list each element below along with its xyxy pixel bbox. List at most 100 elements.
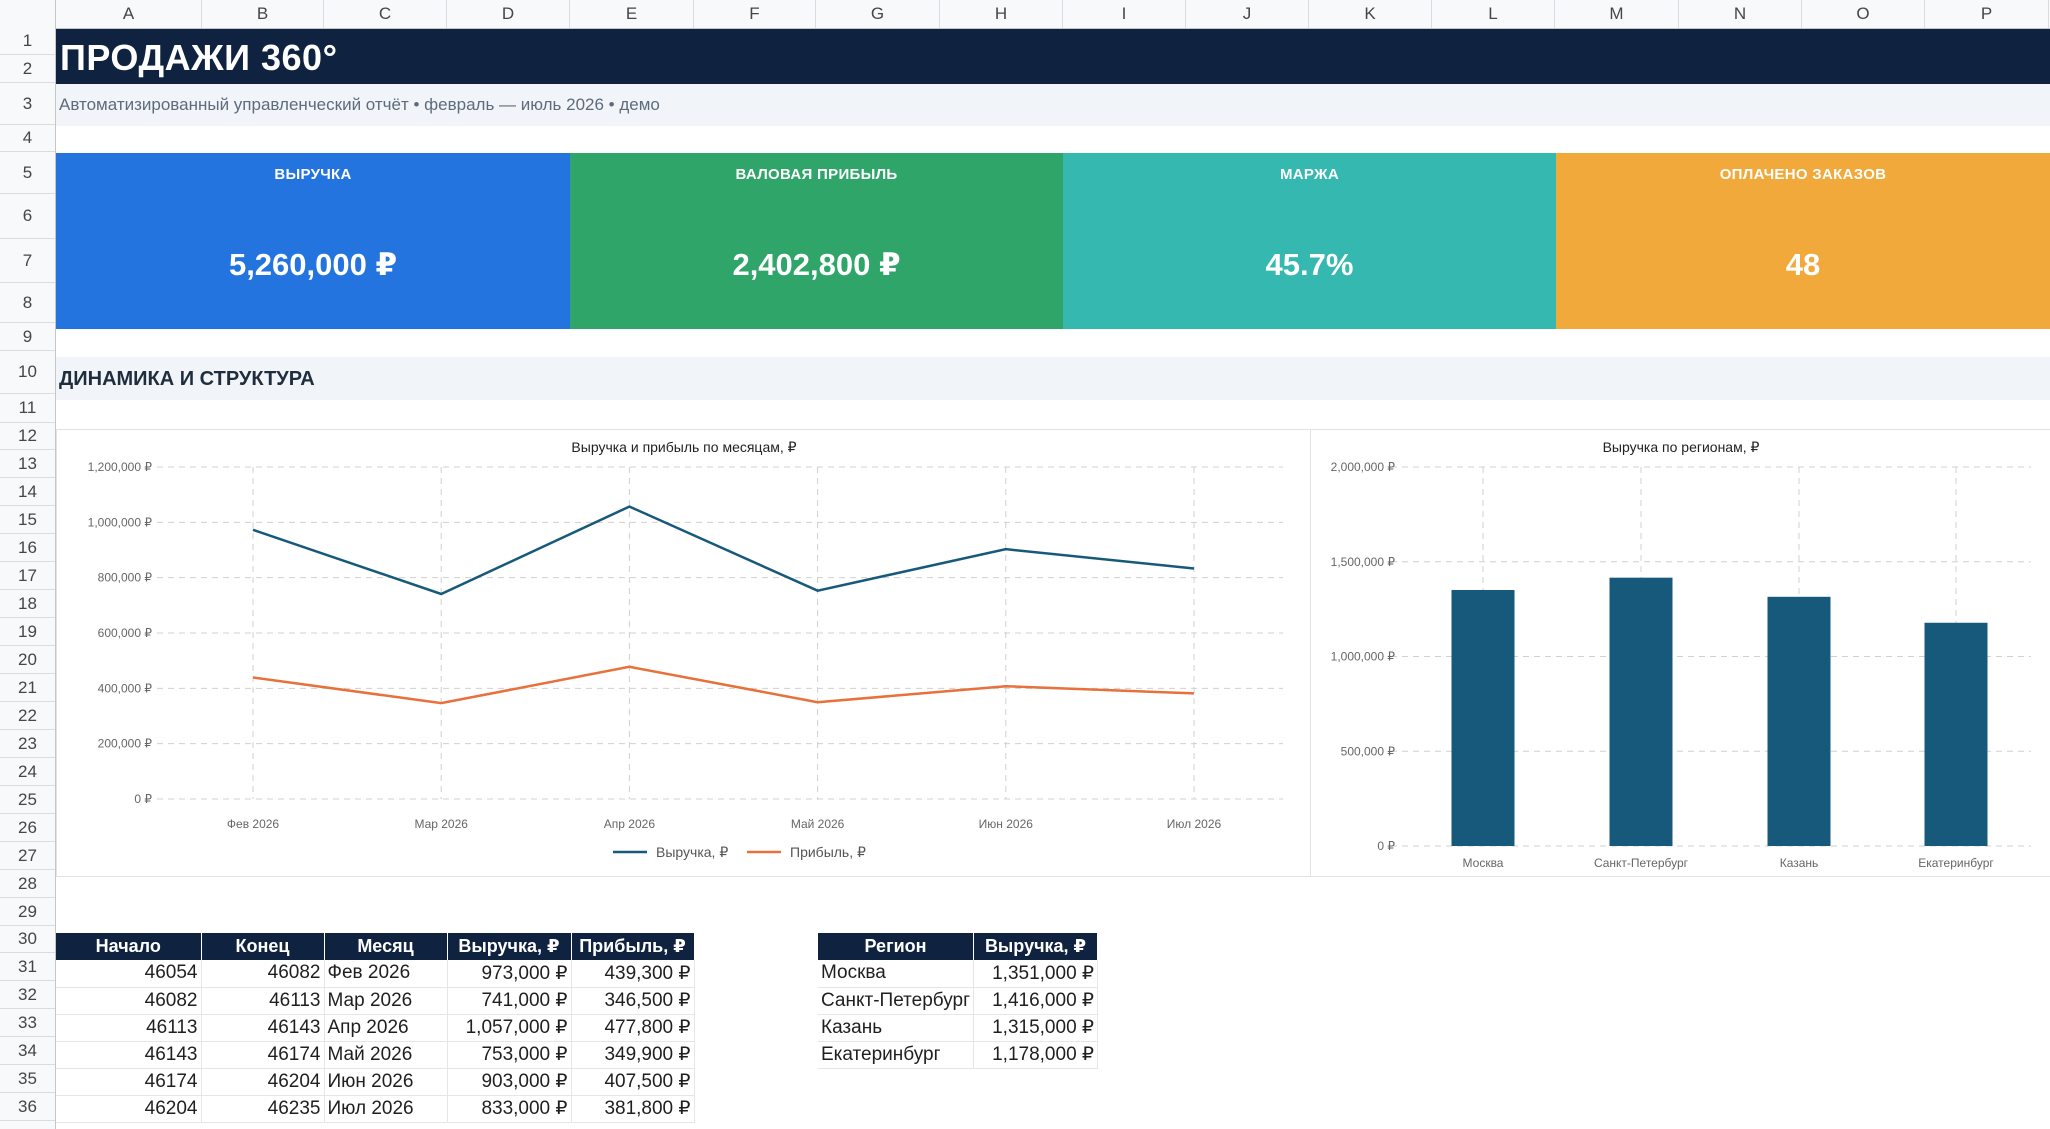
column-header-o[interactable]: O [1802,0,1925,28]
table-cell[interactable]: 46082 [56,987,202,1015]
column-header-l[interactable]: L [1432,0,1555,28]
row-header-2[interactable]: 2 [0,55,55,83]
table-cell[interactable]: 46204 [56,1095,202,1123]
table-cell[interactable]: 46143 [56,1041,202,1069]
row-header-14[interactable]: 14 [0,478,55,506]
table-cell[interactable]: 46235 [201,1095,325,1123]
row-header-15[interactable]: 15 [0,506,55,534]
column-header-n[interactable]: N [1679,0,1802,28]
line-chart-monthly[interactable]: Выручка и прибыль по месяцам, ₽ 0 ₽ 200,0… [56,429,1312,877]
row-header-30[interactable]: 30 [0,926,55,953]
row-header-9[interactable]: 9 [0,323,55,351]
row-header-13[interactable]: 13 [0,450,55,478]
row-header-26[interactable]: 26 [0,814,55,842]
column-header-c[interactable]: C [324,0,447,28]
row-header-11[interactable]: 11 [0,394,55,423]
row-header-35[interactable]: 35 [0,1065,55,1093]
table-cell[interactable]: 46113 [201,987,325,1015]
table-cell[interactable]: 1,351,000 ₽ [973,960,1099,988]
table-cell[interactable]: 903,000 ₽ [447,1068,572,1096]
row-header-28[interactable]: 28 [0,870,55,898]
row-header-12[interactable]: 12 [0,423,55,450]
table-header-cell[interactable]: Прибыль, ₽ [571,933,695,960]
table-cell[interactable]: Июл 2026 [324,1095,448,1123]
bar-2[interactable] [1767,596,1831,846]
table-cell[interactable]: 46174 [56,1068,202,1096]
table-cell[interactable]: 46143 [201,1014,325,1042]
column-header-h[interactable]: H [940,0,1063,28]
row-header-4[interactable]: 4 [0,125,55,152]
row-header-1[interactable]: 1 [0,28,55,55]
table-cell[interactable]: Казань [818,1014,975,1042]
row-header-5[interactable]: 5 [0,152,55,194]
bar-chart-regions[interactable]: Выручка по регионам, ₽ 0 ₽ 500,000 ₽ 1,000… [1310,429,2050,877]
series-line-0[interactable] [252,505,1195,596]
column-header-g[interactable]: G [816,0,940,28]
row-header-34[interactable]: 34 [0,1037,55,1065]
bar-0[interactable] [1451,589,1515,846]
row-header-31[interactable]: 31 [0,953,55,981]
table-cell[interactable]: Санкт-Петербург [818,987,975,1015]
table-cell[interactable]: 973,000 ₽ [447,960,572,988]
table-cell[interactable]: 753,000 ₽ [447,1041,572,1069]
table-cell[interactable]: Апр 2026 [324,1014,448,1042]
table-cell[interactable]: 833,000 ₽ [447,1095,572,1123]
row-header-22[interactable]: 22 [0,702,55,730]
column-header-a[interactable]: A [56,0,202,28]
column-header-j[interactable]: J [1186,0,1309,28]
table-cell[interactable]: Май 2026 [324,1041,448,1069]
column-header-i[interactable]: I [1063,0,1186,28]
column-header-p[interactable]: P [1925,0,2049,28]
row-header-21[interactable]: 21 [0,674,55,702]
table-cell[interactable]: 46204 [201,1068,325,1096]
row-header-10[interactable]: 10 [0,351,55,394]
row-header-19[interactable]: 19 [0,618,55,646]
row-header-17[interactable]: 17 [0,562,55,590]
column-header-m[interactable]: M [1555,0,1679,28]
table-cell[interactable]: 1,315,000 ₽ [973,1014,1099,1042]
table-cell[interactable]: Фев 2026 [324,960,448,988]
select-all-corner[interactable] [0,0,56,28]
table-cell[interactable]: 741,000 ₽ [447,987,572,1015]
table-cell[interactable]: 46174 [201,1041,325,1069]
table-cell[interactable]: Мар 2026 [324,987,448,1015]
column-header-f[interactable]: F [694,0,816,28]
row-header-36[interactable]: 36 [0,1093,55,1121]
row-header-20[interactable]: 20 [0,646,55,674]
table-header-cell[interactable]: Выручка, ₽ [973,933,1099,960]
row-header-8[interactable]: 8 [0,283,55,323]
bar-1[interactable] [1609,577,1673,846]
row-header-18[interactable]: 18 [0,590,55,618]
row-header-33[interactable]: 33 [0,1009,55,1037]
series-line-1[interactable] [252,665,1195,705]
table-cell[interactable]: 439,300 ₽ [571,960,695,988]
table-cell[interactable]: 349,900 ₽ [571,1041,695,1069]
table-cell[interactable]: 346,500 ₽ [571,987,695,1015]
table-cell[interactable]: Москва [818,960,975,988]
table-cell[interactable]: 477,800 ₽ [571,1014,695,1042]
row-header-25[interactable]: 25 [0,786,55,814]
row-header-27[interactable]: 27 [0,842,55,870]
table-cell[interactable]: 1,057,000 ₽ [447,1014,572,1042]
column-header-k[interactable]: K [1309,0,1432,28]
row-header-23[interactable]: 23 [0,730,55,758]
table-header-cell[interactable]: Регион [818,933,975,960]
table-cell[interactable]: 46054 [56,960,202,988]
row-header-6[interactable]: 6 [0,194,55,239]
table-header-cell[interactable]: Месяц [324,933,448,960]
table-cell[interactable]: Екатеринбург [818,1041,975,1069]
row-header-29[interactable]: 29 [0,898,55,926]
table-cell[interactable]: 1,178,000 ₽ [973,1041,1099,1069]
table-cell[interactable]: Июн 2026 [324,1068,448,1096]
column-header-b[interactable]: B [202,0,324,28]
table-header-cell[interactable]: Выручка, ₽ [447,933,572,960]
column-header-e[interactable]: E [570,0,694,28]
column-header-d[interactable]: D [447,0,570,28]
row-header-32[interactable]: 32 [0,981,55,1009]
table-cell[interactable]: 381,800 ₽ [571,1095,695,1123]
table-header-cell[interactable]: Начало [56,933,202,960]
row-header-7[interactable]: 7 [0,239,55,283]
table-cell[interactable]: 46082 [201,960,325,988]
sheet-grid[interactable]: ПРОДАЖИ 360° Автоматизированный управлен… [56,29,2050,1129]
row-header-24[interactable]: 24 [0,758,55,786]
